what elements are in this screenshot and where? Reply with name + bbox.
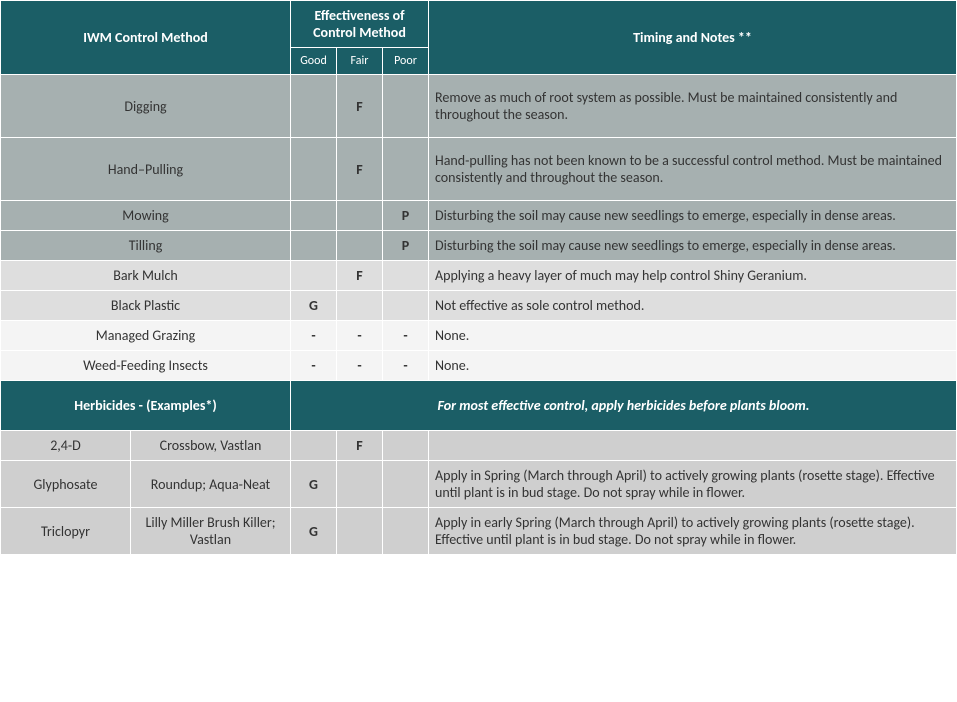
fair-cell: F — [337, 75, 383, 138]
fair-cell: F — [337, 261, 383, 291]
notes-cell: Hand-pulling has not been known to be a … — [429, 138, 957, 201]
table-row: Managed Grazing---None. — [1, 321, 957, 351]
ingredient-cell: Triclopyr — [1, 508, 131, 555]
poor-cell: - — [383, 351, 429, 381]
table-row: Weed-Feeding Insects---None. — [1, 351, 957, 381]
poor-cell — [383, 431, 429, 461]
notes-cell: None. — [429, 321, 957, 351]
method-cell: Black Plastic — [1, 291, 291, 321]
product-cell: Lilly Miller Brush Killer; Vastlan — [131, 508, 291, 555]
poor-cell — [383, 508, 429, 555]
fair-cell: F — [337, 431, 383, 461]
header-row-1: IWM Control Method Effectiveness of Cont… — [1, 1, 957, 48]
table-row: Bark Mulch F Applying a heavy layer of muc… — [1, 261, 957, 291]
notes-cell: Disturbing the soil may cause new seedli… — [429, 201, 957, 231]
notes-cell: Applying a heavy layer of much may help … — [429, 261, 957, 291]
header-poor: Poor — [383, 48, 429, 75]
poor-cell — [383, 75, 429, 138]
table-row: Black PlasticG Not effective as sole cont… — [1, 291, 957, 321]
poor-cell: P — [383, 201, 429, 231]
fair-cell: - — [337, 321, 383, 351]
table-row: Digging F Remove as much of root system as… — [1, 75, 957, 138]
good-cell: - — [291, 351, 337, 381]
poor-cell — [383, 261, 429, 291]
notes-cell: Apply in Spring (March through April) to… — [429, 461, 957, 508]
notes-cell: Not effective as sole control method. — [429, 291, 957, 321]
method-cell: Bark Mulch — [1, 261, 291, 291]
header-good: Good — [291, 48, 337, 75]
herbicide-section-note: For most effective control, apply herbic… — [291, 381, 957, 431]
table-row: Hand–Pulling F Hand-pulling has not been k… — [1, 138, 957, 201]
good-cell: G — [291, 291, 337, 321]
good-cell — [291, 201, 337, 231]
fair-cell — [337, 291, 383, 321]
ingredient-cell: Glyphosate — [1, 461, 131, 508]
notes-cell: Apply in early Spring (March through Apr… — [429, 508, 957, 555]
poor-cell — [383, 291, 429, 321]
method-cell: Digging — [1, 75, 291, 138]
fair-cell: - — [337, 351, 383, 381]
herbicide-section-row: Herbicides - (Examples*) For most effect… — [1, 381, 957, 431]
method-cell: Mowing — [1, 201, 291, 231]
fair-cell: F — [337, 138, 383, 201]
fair-cell — [337, 461, 383, 508]
fair-cell — [337, 201, 383, 231]
method-cell: Weed-Feeding Insects — [1, 351, 291, 381]
method-cell: Hand–Pulling — [1, 138, 291, 201]
poor-cell: P — [383, 231, 429, 261]
product-cell: Roundup; Aqua-Neat — [131, 461, 291, 508]
table-row: Tilling PDisturbing the soil may cause ne… — [1, 231, 957, 261]
good-cell — [291, 75, 337, 138]
notes-cell — [429, 431, 957, 461]
product-cell: Crossbow, Vastlan — [131, 431, 291, 461]
header-timing: Timing and Notes ** — [429, 1, 957, 75]
header-method: IWM Control Method — [1, 1, 291, 75]
poor-cell — [383, 138, 429, 201]
fair-cell — [337, 508, 383, 555]
herbicide-row: 2,4-DCrossbow, Vastlan F — [1, 431, 957, 461]
table-row: Mowing PDisturbing the soil may cause new… — [1, 201, 957, 231]
notes-cell: Disturbing the soil may cause new seedli… — [429, 231, 957, 261]
herbicide-row: GlyphosateRoundup; Aqua-NeatG Apply in Sp… — [1, 461, 957, 508]
fair-cell — [337, 231, 383, 261]
herbicide-row: TriclopyrLilly Miller Brush Killer; Vast… — [1, 508, 957, 555]
ingredient-cell: 2,4-D — [1, 431, 131, 461]
good-cell — [291, 138, 337, 201]
notes-cell: Remove as much of root system as possibl… — [429, 75, 957, 138]
good-cell: G — [291, 461, 337, 508]
good-cell: - — [291, 321, 337, 351]
iwm-table: IWM Control Method Effectiveness of Cont… — [0, 0, 957, 555]
method-cell: Managed Grazing — [1, 321, 291, 351]
notes-cell: None. — [429, 351, 957, 381]
good-cell — [291, 431, 337, 461]
method-cell: Tilling — [1, 231, 291, 261]
poor-cell: - — [383, 321, 429, 351]
iwm-table-container: IWM Control Method Effectiveness of Cont… — [0, 0, 957, 555]
good-cell: G — [291, 508, 337, 555]
header-fair: Fair — [337, 48, 383, 75]
good-cell — [291, 261, 337, 291]
good-cell — [291, 231, 337, 261]
herbicide-section-label: Herbicides - (Examples*) — [1, 381, 291, 431]
header-effectiveness: Effectiveness of Control Method — [291, 1, 429, 48]
poor-cell — [383, 461, 429, 508]
